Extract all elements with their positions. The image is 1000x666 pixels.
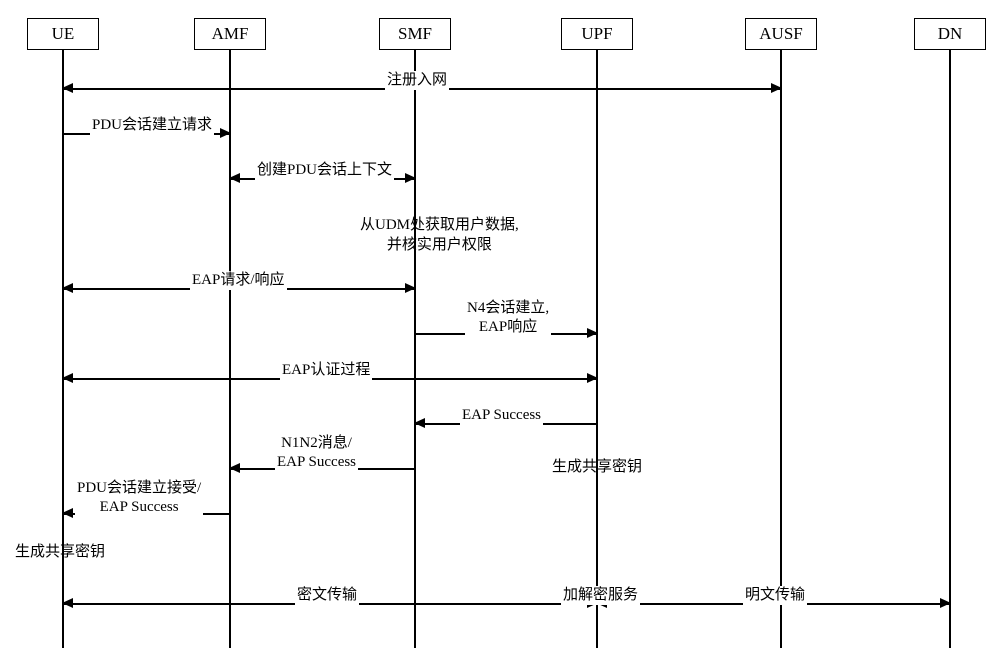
sequence-diagram: UE AMF SMF UPF AUSF DN 注册入网 PDU会话建立请求 创建… bbox=[15, 18, 985, 648]
msg-n4-eap-label: N4会话建立,EAP响应 bbox=[465, 299, 551, 337]
msg-create-ctx-label: 创建PDU会话上下文 bbox=[255, 161, 394, 180]
msg-eap-reqres-label: EAP请求/响应 bbox=[190, 271, 287, 290]
note-genkey-upf: 生成共享密钥 bbox=[552, 458, 642, 478]
msg-plain-label: 明文传输 bbox=[743, 586, 807, 605]
participant-label: UPF bbox=[581, 24, 612, 44]
note-udm: 从UDM处获取用户数据,并核实用户权限 bbox=[360, 216, 519, 255]
msg-pdu-req-label: PDU会话建立请求 bbox=[90, 116, 214, 135]
lifeline-dn bbox=[949, 50, 951, 648]
participant-label: UE bbox=[52, 24, 75, 44]
participant-dn: DN bbox=[914, 18, 986, 50]
msg-pdu-accept-label: PDU会话建立接受/EAP Success bbox=[75, 479, 203, 517]
msg-eap-auth-label: EAP认证过程 bbox=[280, 361, 372, 380]
msg-cipher-label: 密文传输 bbox=[295, 586, 359, 605]
participant-smf: SMF bbox=[379, 18, 451, 50]
lifeline-amf bbox=[229, 50, 231, 648]
participant-ue: UE bbox=[27, 18, 99, 50]
participant-amf: AMF bbox=[194, 18, 266, 50]
msg-eap-success-upf-label: EAP Success bbox=[460, 406, 543, 425]
lifeline-ausf bbox=[780, 50, 782, 648]
participant-label: DN bbox=[938, 24, 963, 44]
participant-ausf: AUSF bbox=[745, 18, 817, 50]
participant-label: AUSF bbox=[759, 24, 802, 44]
note-crypto-service: 加解密服务 bbox=[561, 586, 640, 605]
participant-label: SMF bbox=[398, 24, 432, 44]
participant-upf: UPF bbox=[561, 18, 633, 50]
note-genkey-ue: 生成共享密钥 bbox=[15, 543, 105, 563]
msg-register-label: 注册入网 bbox=[385, 71, 449, 90]
msg-n1n2-label: N1N2消息/EAP Success bbox=[275, 434, 358, 472]
lifeline-upf bbox=[596, 50, 598, 648]
participant-label: AMF bbox=[212, 24, 249, 44]
lifeline-smf bbox=[414, 50, 416, 648]
